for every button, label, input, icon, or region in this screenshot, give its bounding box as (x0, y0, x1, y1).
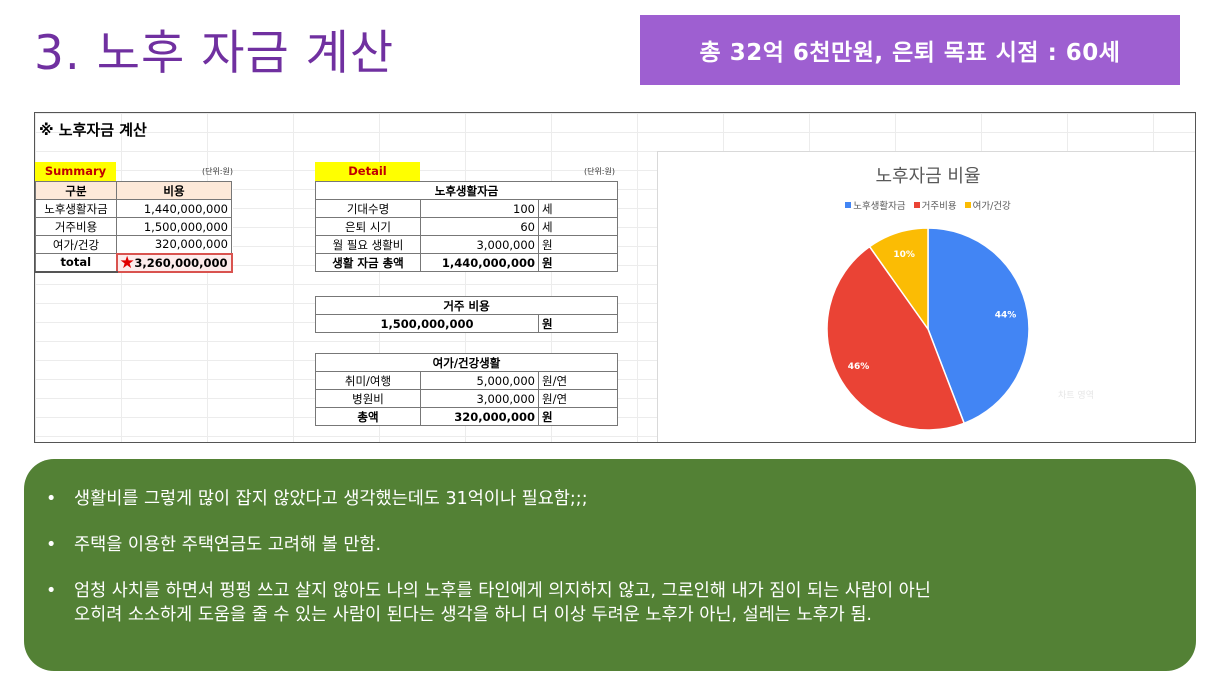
list-item: • 주택을 이용한 주택연금도 고려해 볼 만함. (46, 533, 931, 557)
summary-unit: (단위:원) (201, 167, 233, 176)
living-cost-table: 노후생활자금 기대수명 100 세 은퇴 시기 60 세 월 필요 생활비 3,… (315, 181, 618, 272)
legend-swatch (845, 202, 852, 208)
note-text: 오히려 소소하게 도움을 줄 수 있는 사람이 된다는 생각을 하니 더 이상 … (74, 605, 872, 625)
housing-value: 1,500,000,000 (315, 314, 539, 333)
leisure-row-value: 3,000,000 (420, 389, 539, 408)
chart-area-label: 차트 영역 (1058, 391, 1094, 401)
list-item: • 엄청 사치를 하면서 펑펑 쓰고 살지 않아도 나의 노후를 타인에게 의지하… (46, 579, 931, 627)
living-row-name: 월 필요 생활비 (315, 235, 421, 254)
notes-list: • 생활비를 그렇게 많이 잡지 않았다고 생각했는데도 31억이나 필요함;;;… (46, 487, 931, 649)
note-text: 주택을 이용한 주택연금도 고려해 볼 만함. (74, 535, 382, 555)
pie-slice (868, 227, 929, 332)
summary-total-value: 3,260,000,000 (134, 255, 228, 270)
leisure-row-name: 병원비 (315, 389, 421, 408)
table-row: total ★ 3,260,000,000 (35, 252, 233, 273)
pie-slice (826, 245, 966, 431)
summary-total-cell: ★ 3,260,000,000 (115, 252, 233, 273)
table-row: 거주비용 1,500,000,000 (35, 217, 232, 236)
summary-row-name: 여가/건강 (35, 235, 117, 254)
legend-item: 노후생활자금 (845, 198, 906, 212)
living-total-name: 생활 자금 총액 (315, 253, 421, 272)
leisure-row-unit: 원/연 (538, 371, 618, 390)
bullet-icon: • (46, 489, 57, 509)
leisure-cost-table: 여가/건강생활 취미/여행 5,000,000 원/연 병원비 3,000,00… (315, 353, 618, 426)
bullet-icon: • (46, 581, 57, 601)
housing-cost-table: 거주 비용 1,500,000,000 원 (315, 296, 618, 333)
living-row-unit: 세 (538, 199, 618, 218)
summary-header-cost: 비용 (116, 181, 232, 200)
leisure-row-unit: 원/연 (538, 389, 618, 408)
living-row-unit: 세 (538, 217, 618, 236)
summary-header-category: 구분 (35, 181, 117, 200)
spreadsheet-area: ※ 노후자금 계산 Summary (단위:원) 구분 비용 노후생활자금 1,… (34, 112, 1196, 443)
chart-title: 노후자금 비율 (875, 166, 981, 187)
legend-label: 거주비용 (921, 201, 957, 212)
notes-panel: • 생활비를 그렇게 많이 잡지 않았다고 생각했는데도 31억이나 필요함;;;… (24, 459, 1196, 671)
living-row-value: 60 (420, 217, 539, 236)
leisure-total-value: 320,000,000 (420, 407, 539, 426)
note-text: 생활비를 그렇게 많이 잡지 않았다고 생각했는데도 31억이나 필요함;;; (74, 489, 588, 509)
table-row: 여가/건강 320,000,000 (35, 235, 232, 254)
table-row: 병원비 3,000,000 원/연 (315, 389, 618, 408)
housing-unit: 원 (538, 314, 618, 333)
leisure-total-name: 총액 (315, 407, 421, 426)
bullet-icon: • (46, 535, 57, 555)
living-total-value: 1,440,000,000 (420, 253, 539, 272)
detail-label: Detail (315, 162, 420, 181)
leisure-row-value: 5,000,000 (420, 371, 539, 390)
table-row: 은퇴 시기 60 세 (315, 217, 618, 236)
living-header: 노후생활자금 (315, 181, 618, 200)
summary-banner: 총 32억 6천만원, 은퇴 목표 시점 : 60세 (640, 15, 1180, 85)
table-row: 월 필요 생활비 3,000,000 원 (315, 235, 618, 254)
pie-data-label: 10% (893, 250, 915, 260)
note-text: 엄청 사치를 하면서 펑펑 쓰고 살지 않아도 나의 노후를 타인에게 의지하지… (74, 581, 931, 601)
living-total-unit: 원 (538, 253, 618, 272)
pie-chart: 노후자금 비율 노후생활자금 거주비용 여가/건강 44% 46% 10% 차트 영… (657, 151, 1195, 442)
summary-table: 구분 비용 노후생활자금 1,440,000,000 거주비용 1,500,00… (35, 181, 233, 273)
table-row: 취미/여행 5,000,000 원/연 (315, 371, 618, 390)
leisure-header: 여가/건강생활 (315, 353, 618, 372)
pie-slice (927, 227, 1030, 425)
leisure-total-unit: 원 (538, 407, 618, 426)
summary-row-name: 노후생활자금 (35, 199, 117, 218)
summary-label: Summary (35, 162, 116, 181)
living-row-unit: 원 (538, 235, 618, 254)
living-row-name: 은퇴 시기 (315, 217, 421, 236)
table-row: 노후생활자금 1,440,000,000 (35, 199, 232, 218)
living-row-name: 기대수명 (315, 199, 421, 218)
page-title: 3. 노후 자금 계산 (34, 26, 395, 81)
legend-label: 노후생활자금 (853, 201, 906, 212)
pie-data-label: 44% (995, 311, 1017, 321)
pie-svg: 44% 46% 10% (826, 227, 1030, 431)
summary-row-value: 1,440,000,000 (116, 199, 232, 218)
summary-row-value: 1,500,000,000 (116, 217, 232, 236)
summary-total-label: total (35, 253, 117, 273)
housing-header: 거주 비용 (315, 296, 618, 315)
chart-legend: 노후생활자금 거주비용 여가/건강 (658, 198, 1195, 212)
summary-row-value: 320,000,000 (116, 235, 232, 254)
legend-label: 여가/건강 (972, 201, 1011, 212)
detail-unit: (단위:원) (583, 167, 615, 176)
table-row: 1,500,000,000 원 (315, 314, 618, 333)
legend-item: 거주비용 (913, 198, 957, 212)
leisure-row-name: 취미/여행 (315, 371, 421, 390)
table-row: 기대수명 100 세 (315, 199, 618, 218)
pie-data-label: 46% (848, 362, 870, 372)
living-row-value: 100 (420, 199, 539, 218)
table-row: 총액 320,000,000 원 (315, 407, 618, 426)
legend-swatch (964, 202, 971, 208)
list-item: • 생활비를 그렇게 많이 잡지 않았다고 생각했는데도 31억이나 필요함;;; (46, 487, 931, 511)
table-row: 생활 자금 총액 1,440,000,000 원 (315, 253, 618, 272)
legend-swatch (913, 202, 920, 208)
summary-row-name: 거주비용 (35, 217, 117, 236)
legend-item: 여가/건강 (964, 198, 1011, 212)
sheet-heading: ※ 노후자금 계산 (39, 121, 147, 139)
living-row-value: 3,000,000 (420, 235, 539, 254)
star-icon: ★ (119, 252, 135, 273)
